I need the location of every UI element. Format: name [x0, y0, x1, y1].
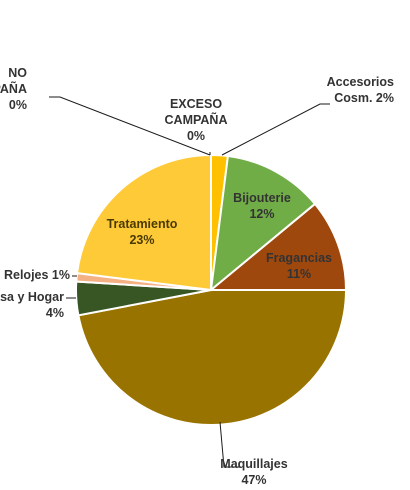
data-label: NOCAMPAÑA0%: [0, 66, 27, 112]
leader-line: [49, 96, 211, 156]
pie-slice-fragancias: [208, 202, 348, 291]
data-label: Fragancias 11%: [266, 251, 332, 281]
data-label: Relojes 1%: [4, 268, 70, 282]
data-label: Maquillajes 47%: [220, 457, 287, 487]
data-labels: EXCESO CAMPAÑA 0% Accesorios Cosm. 2% Bijoute…: [0, 66, 394, 487]
pie-slice-tratamiento: [75, 153, 212, 292]
data-label: EXCESO CAMPAÑA 0%: [165, 97, 228, 143]
pie-slice-bijouterie: [209, 154, 317, 293]
data-label: Bijouterie 12%: [233, 191, 291, 221]
data-label: Tratamiento 23%: [107, 217, 178, 247]
pie-slices: [75, 153, 348, 426]
leader-line: [219, 421, 240, 468]
leader-line: [221, 103, 330, 156]
data-label: Accesorios Cosm. 2%: [327, 75, 394, 105]
leader-lines: [49, 96, 330, 468]
pie-slice-maquillajes: [77, 289, 348, 426]
